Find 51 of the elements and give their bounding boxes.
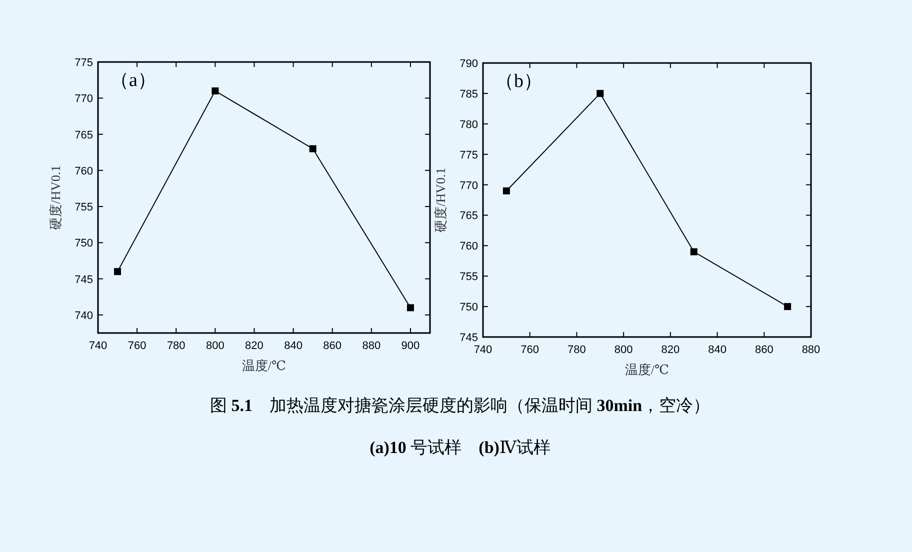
y-tick-label: 755 — [74, 202, 93, 214]
x-tick-label: 820 — [245, 340, 264, 352]
y-axis-title: 硬度/HV0.1 — [48, 165, 63, 230]
point — [212, 87, 219, 94]
y-tick-label: 745 — [460, 332, 478, 344]
y-tick-label: 765 — [74, 129, 93, 142]
x-tick-label: 760 — [520, 344, 540, 356]
point — [114, 268, 122, 276]
y-tick-label: 760 — [460, 240, 478, 253]
x-tick-label: 740 — [474, 344, 492, 356]
y-tick-label: 770 — [74, 93, 93, 106]
point — [406, 304, 414, 312]
x-tick-label: 860 — [754, 344, 774, 356]
text: (a)10 号试样 (b)Ⅳ试样 — [370, 438, 550, 457]
x-tick-label: 840 — [284, 340, 302, 352]
point — [784, 303, 792, 310]
y-tick-label: 750 — [460, 302, 478, 314]
y-tick-label: 740 — [74, 310, 93, 322]
y-tick-label: 755 — [460, 271, 478, 284]
x-axis-title: 温度/℃ — [624, 362, 670, 377]
y-tick-label: 750 — [74, 238, 93, 250]
y-tick-label: 745 — [74, 274, 93, 286]
y-tick-label: 780 — [460, 118, 478, 131]
x-tick-label: 780 — [568, 344, 586, 356]
x-tick-label: 880 — [362, 340, 381, 352]
y-tick-label: 770 — [460, 180, 478, 192]
text: 图 5.1 加热温度对搪瓷涂层硬度的影响（保温时间 30min，空冷） — [210, 396, 710, 415]
y-tick-label: 775 — [74, 57, 93, 69]
x-tick-label: 760 — [128, 340, 146, 352]
x-tick-label: 740 — [88, 340, 108, 352]
x-axis-title: 温度/℃ — [242, 358, 286, 373]
x-tick-label: 840 — [708, 344, 726, 356]
y-tick-label: 790 — [460, 58, 478, 70]
x-tick-label: 860 — [323, 340, 342, 352]
point — [309, 145, 316, 152]
y-tick-label: 765 — [460, 210, 478, 222]
annotation: （b） — [495, 71, 542, 92]
x-tick-label: 780 — [166, 340, 186, 352]
point — [690, 248, 698, 256]
annotation: （a） — [110, 70, 156, 91]
x-tick-label: 880 — [802, 344, 820, 356]
point — [596, 90, 604, 97]
x-tick-label: 820 — [661, 344, 680, 356]
x-tick-label: 800 — [206, 340, 224, 352]
y-tick-label: 760 — [74, 165, 93, 178]
y-tick-label: 775 — [460, 149, 478, 162]
x-tick-label: 800 — [614, 344, 633, 356]
y-axis-title: 硬度/HV0.1 — [433, 168, 448, 232]
point — [502, 187, 510, 194]
y-tick-label: 785 — [460, 88, 478, 100]
x-tick-label: 900 — [401, 340, 420, 352]
